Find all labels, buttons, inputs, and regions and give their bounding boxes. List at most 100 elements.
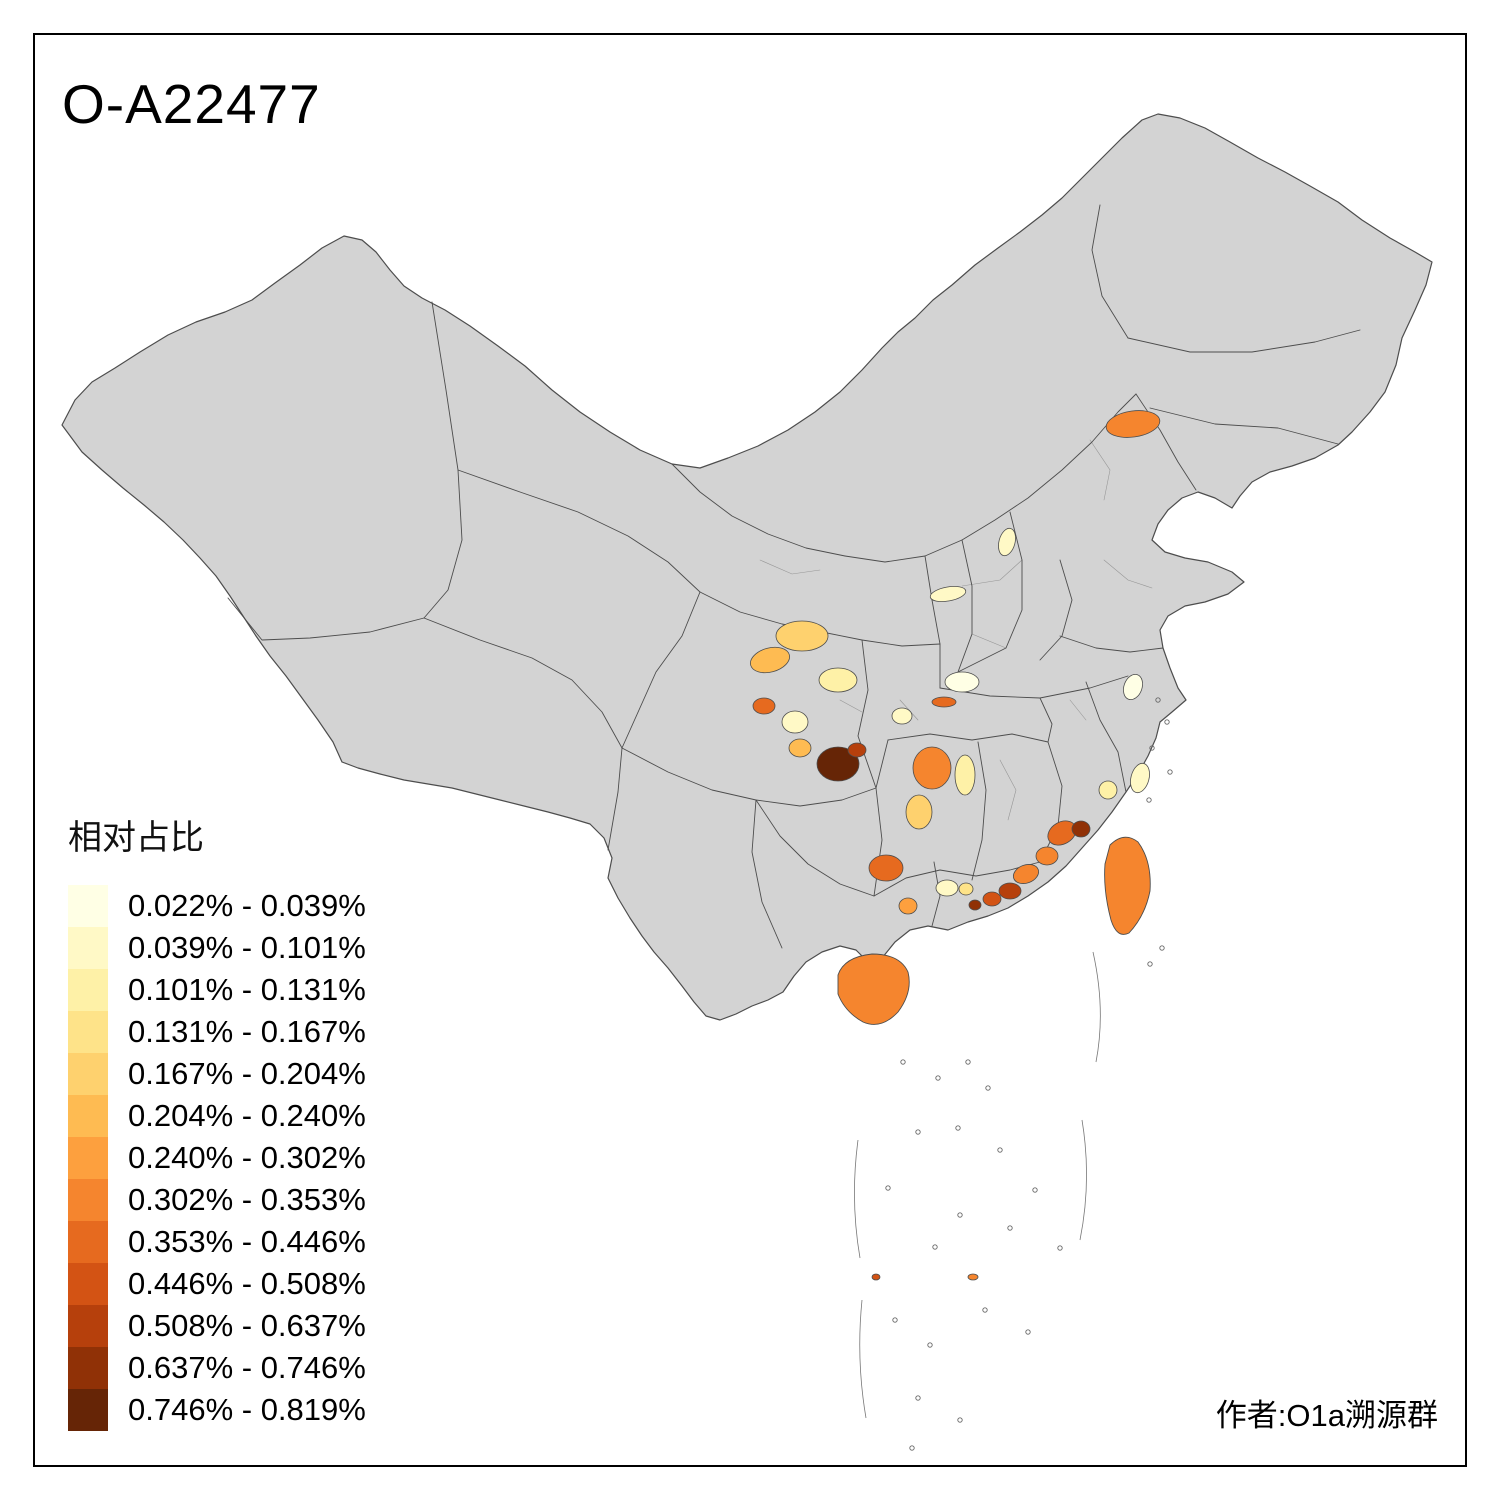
sea-island-speck — [1057, 1245, 1063, 1251]
region-hebei-sliver — [998, 527, 1016, 557]
region-hainan — [837, 953, 910, 1025]
legend-swatch — [68, 1095, 108, 1137]
legend-label: 0.302% - 0.353% — [128, 1182, 366, 1217]
region-hunan-south-light — [905, 794, 933, 830]
region-hubei-orange-sliver — [931, 696, 957, 708]
sea-island-speck — [935, 1075, 941, 1081]
legend-row: 0.446% - 0.508% — [68, 1263, 366, 1305]
colored-islands — [837, 836, 1151, 1025]
region-taiwan — [1104, 836, 1151, 935]
sea-island-speck — [927, 1342, 933, 1348]
sea-island-speck — [1159, 945, 1165, 951]
prefecture-mesh — [759, 439, 1153, 821]
legend-row: 0.204% - 0.240% — [68, 1095, 366, 1137]
legend-row: 0.167% - 0.204% — [68, 1053, 366, 1095]
region-guangdong-dark — [998, 882, 1022, 900]
region-jiangxi-light — [954, 754, 976, 796]
plot-title: O-A22477 — [62, 73, 321, 135]
region-guangxi-orange — [868, 854, 904, 882]
region-chongqing-darkest — [816, 746, 860, 782]
sea-island-speck — [985, 1085, 991, 1091]
legend-label: 0.167% - 0.204% — [128, 1056, 366, 1091]
sea-island-speck — [1167, 769, 1173, 775]
region-guangdong-east-orange — [1013, 864, 1039, 884]
legend-rows: 0.022% - 0.039% 0.039% - 0.101% 0.101% - 0… — [68, 885, 366, 1431]
legend-row: 0.508% - 0.637% — [68, 1305, 366, 1347]
legend-swatch — [68, 1179, 108, 1221]
legend-row: 0.302% - 0.353% — [68, 1179, 366, 1221]
sea-island-speck — [932, 1244, 938, 1250]
region-fujian-darkest — [1071, 820, 1091, 838]
legend-label: 0.204% - 0.240% — [128, 1098, 366, 1133]
map-legend: 相对占比 0.022% - 0.039% 0.039% - 0.101% 0.101… — [68, 810, 366, 1431]
region-sichuan-north — [775, 620, 829, 652]
sea-island-speck — [885, 1185, 891, 1191]
legend-label: 0.101% - 0.131% — [128, 972, 366, 1007]
legend-label: 0.508% - 0.637% — [128, 1308, 366, 1343]
region-shanghai-pale — [1123, 674, 1143, 700]
legend-title: 相对占比 — [68, 819, 204, 857]
legend-row: 0.746% - 0.819% — [68, 1389, 366, 1431]
sea-island-speck — [915, 1395, 921, 1401]
region-sichuan-west — [750, 646, 790, 674]
region-pearl-delta-dark — [982, 891, 1002, 907]
province-borders — [227, 204, 1361, 949]
legend-label: 0.746% - 0.819% — [128, 1392, 366, 1427]
sea-island-speck — [1032, 1187, 1038, 1193]
legend-label: 0.039% - 0.101% — [128, 930, 366, 965]
sea-island-speck — [955, 1125, 961, 1131]
sea-island-speck — [900, 1059, 906, 1065]
legend-row: 0.240% - 0.302% — [68, 1137, 366, 1179]
china-outline — [61, 113, 1433, 1021]
region-sichuan-pale-south — [781, 710, 809, 734]
author-credit: 作者:O1a溯源群 — [1215, 1398, 1438, 1433]
legend-swatch — [68, 1053, 108, 1095]
sea-island-speck — [982, 1307, 988, 1313]
sea-island-speck — [957, 1212, 963, 1218]
region-chengdu-pale — [818, 667, 858, 693]
region-guangxi-south-orange — [898, 897, 918, 915]
legend-row: 0.131% - 0.167% — [68, 1011, 366, 1053]
legend-row: 0.039% - 0.101% — [68, 927, 366, 969]
sea-island-speck — [915, 1129, 921, 1135]
legend-swatch — [68, 1263, 108, 1305]
legend-label: 0.353% - 0.446% — [128, 1224, 366, 1259]
sea-island-speck — [957, 1417, 963, 1423]
region-zhejiang-pale — [1130, 762, 1150, 794]
region-xisha-island-dot — [871, 1273, 881, 1281]
region-guangdong-pale — [935, 879, 959, 897]
legend-row: 0.353% - 0.446% — [68, 1221, 366, 1263]
region-pearl-delta-darkest — [968, 899, 982, 911]
region-liaoning-area — [1105, 410, 1161, 438]
region-chongqing-dark — [847, 742, 867, 758]
sea-island-speck — [892, 1317, 898, 1323]
sea-island-speck — [1146, 797, 1152, 803]
region-sichuan-red-dot — [752, 697, 776, 715]
sea-island-marks — [885, 697, 1173, 1451]
sea-island-speck — [1155, 697, 1161, 703]
legend-swatch — [68, 1137, 108, 1179]
legend-row: 0.022% - 0.039% — [68, 885, 366, 927]
legend-label: 0.240% - 0.302% — [128, 1140, 366, 1175]
sea-arc-lines — [854, 951, 1101, 1419]
sea-island-speck — [965, 1059, 971, 1065]
region-scs-island-dot — [967, 1273, 979, 1281]
legend-label: 0.446% - 0.508% — [128, 1266, 366, 1301]
sea-island-speck — [1147, 961, 1153, 967]
sea-island-speck — [909, 1445, 915, 1451]
region-shaanxi-sliver — [929, 586, 967, 602]
sea-island-speck — [1025, 1329, 1031, 1335]
legend-row: 0.637% - 0.746% — [68, 1347, 366, 1389]
legend-label: 0.637% - 0.746% — [128, 1350, 366, 1385]
sea-island-speck — [1007, 1225, 1013, 1231]
sea-island-speck — [1164, 719, 1170, 725]
legend-swatch — [68, 1347, 108, 1389]
legend-row: 0.101% - 0.131% — [68, 969, 366, 1011]
region-hunan-pale-north — [891, 707, 913, 725]
legend-label: 0.022% - 0.039% — [128, 888, 366, 923]
sea-island-speck — [997, 1147, 1003, 1153]
legend-label: 0.131% - 0.167% — [128, 1014, 366, 1049]
region-guangdong-yellow — [958, 882, 974, 896]
sea-island-speck — [1149, 745, 1155, 751]
